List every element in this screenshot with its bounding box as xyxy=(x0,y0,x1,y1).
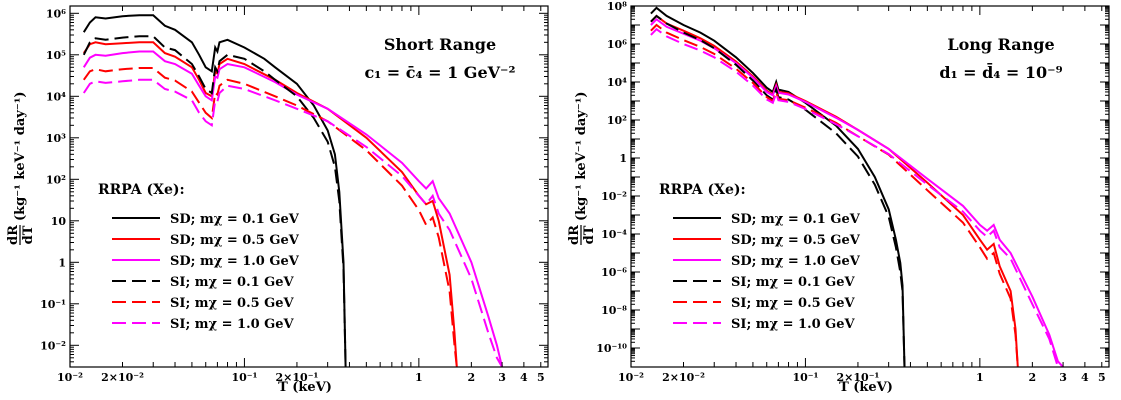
legend-entry: SD; mχ = 0.5 GeV xyxy=(170,233,300,248)
legend-entry: SI; mχ = 1.0 GeV xyxy=(170,317,295,332)
y-tick-label: 10⁻⁸ xyxy=(601,304,627,317)
legend-entry: SD; mχ = 0.1 GeV xyxy=(731,212,861,227)
x-tick-label: 10⁻² xyxy=(57,371,83,384)
annotation-regime: Long Range xyxy=(947,35,1054,54)
x-tick-label: 10⁻² xyxy=(618,371,644,384)
x-tick-label: 5 xyxy=(537,371,545,384)
chart-svg: 10⁻² 2×10⁻² 10⁻¹ 2×10⁻¹ 1 2 3 4 5 10⁻¹⁰ 10⁻⁸ 10⁻⁶ 10… xyxy=(567,0,1110,395)
svg-text:dR: dR xyxy=(6,225,21,245)
annotation-coupling: c₁ = c̄₄ = 1 GeV⁻² xyxy=(364,63,515,82)
plot-frame xyxy=(69,5,549,368)
legend: RRPA (Xe): SD; mχ = 0.1 GeV SD; mχ = 0.5 G… xyxy=(659,182,861,332)
series-line-4 xyxy=(82,35,347,367)
legend-title: RRPA (Xe): xyxy=(98,182,185,198)
y-tick-label: 10⁸ xyxy=(607,0,627,13)
series-line-6 xyxy=(650,27,1064,367)
y-tick-label: 10⁻² xyxy=(40,339,66,352)
svg-text:dT: dT xyxy=(582,225,597,244)
legend-entry: SD; mχ = 0.1 GeV xyxy=(170,212,300,227)
x-axis-title: T (keV) xyxy=(839,380,893,395)
series-line-3 xyxy=(82,50,504,367)
x-tick-label: 4 xyxy=(520,371,528,384)
x-tick-label: 2×10⁻² xyxy=(101,371,144,384)
y-tick-label: 10⁻¹ xyxy=(40,298,66,311)
y-tick-label: 10 xyxy=(51,215,67,228)
x-axis-title: T (keV) xyxy=(278,380,332,395)
series-line-4 xyxy=(650,14,906,367)
y-tick-label: 10⁴ xyxy=(46,90,66,103)
x-tick-label: 3 xyxy=(1059,371,1067,384)
y-tick-label: 10² xyxy=(607,114,627,127)
y-tick-label: 10² xyxy=(46,173,66,186)
svg-text:dR: dR xyxy=(567,225,582,245)
y-tick-label: 10³ xyxy=(46,132,66,145)
y-tick-label: 10⁻² xyxy=(601,190,627,203)
legend-entry: SD; mχ = 0.5 GeV xyxy=(731,233,861,248)
legend-entry: SD; mχ = 1.0 GeV xyxy=(170,254,300,269)
y-tick-label: 1 xyxy=(619,152,627,165)
svg-text:(kg⁻¹ keV⁻¹ day⁻¹): (kg⁻¹ keV⁻¹ day⁻¹) xyxy=(574,91,589,221)
y-tick-label: 10⁻⁶ xyxy=(601,266,627,279)
series-line-2 xyxy=(82,41,458,367)
x-tick-label: 5 xyxy=(1098,371,1106,384)
x-tick-label: 4 xyxy=(1081,371,1089,384)
legend-entry: SI; mχ = 0.1 GeV xyxy=(170,275,295,290)
series-line-5 xyxy=(82,67,458,367)
chart-panel-long-range: 10⁻² 2×10⁻² 10⁻¹ 2×10⁻¹ 1 2 3 4 5 10⁻¹⁰ 10⁻⁸ 10⁻⁶ 10… xyxy=(561,0,1121,400)
x-tick-label: 2 xyxy=(468,371,476,384)
svg-text:(kg⁻¹ keV⁻¹ day⁻¹): (kg⁻¹ keV⁻¹ day⁻¹) xyxy=(13,91,28,221)
chart-panel-short-range: 10⁻² 2×10⁻² 10⁻¹ 2×10⁻¹ 1 2 3 4 5 10⁻² 10⁻¹ 1 10 10² 1… xyxy=(0,0,560,400)
y-tick-label: 10⁵ xyxy=(46,49,66,62)
y-axis-title: dR dT (kg⁻¹ keV⁻¹ day⁻¹) xyxy=(567,91,597,245)
x-tick-label: 2×10⁻¹ xyxy=(276,371,319,384)
y-tick-label: 10⁻⁴ xyxy=(601,228,627,241)
x-tick-label: 3 xyxy=(498,371,506,384)
series-line-6 xyxy=(82,78,503,367)
legend-entry: SI; mχ = 0.1 GeV xyxy=(731,275,856,290)
legend-title: RRPA (Xe): xyxy=(659,182,746,198)
legend-entry: SI; mχ = 1.0 GeV xyxy=(731,317,856,332)
legend-entry: SI; mχ = 0.5 GeV xyxy=(170,296,295,311)
series-line-1 xyxy=(82,14,347,367)
legend-entry: SI; mχ = 0.5 GeV xyxy=(731,296,856,311)
legend: RRPA (Xe): SD; mχ = 0.1 GeV SD; mχ = 0.5 G… xyxy=(98,182,300,332)
x-tick-label: 1 xyxy=(976,371,984,384)
legend-entry: SD; mχ = 1.0 GeV xyxy=(731,254,861,269)
series-line-5 xyxy=(650,23,1019,367)
y-axis-title: dR dT (kg⁻¹ keV⁻¹ day⁻¹) xyxy=(6,91,36,245)
y-tick-label: 10⁶ xyxy=(607,38,627,51)
annotation-coupling: d₁ = d̄₄ = 10⁻⁹ xyxy=(939,62,1062,82)
y-tick-label: 10⁻¹⁰ xyxy=(596,342,627,355)
x-tick-label: 2 xyxy=(1029,371,1037,384)
x-tick-label: 2×10⁻¹ xyxy=(837,371,880,384)
y-tick-label: 10⁶ xyxy=(46,7,66,20)
annotation-regime: Short Range xyxy=(384,35,496,54)
x-tick-label: 2×10⁻² xyxy=(662,371,705,384)
y-tick-label: 1 xyxy=(58,256,66,269)
x-tick-label: 1 xyxy=(415,371,423,384)
x-tick-label: 10⁻¹ xyxy=(792,371,818,384)
x-tick-label: 10⁻¹ xyxy=(231,371,257,384)
svg-text:dT: dT xyxy=(21,225,36,244)
chart-svg: 10⁻² 2×10⁻² 10⁻¹ 2×10⁻¹ 1 2 3 4 5 10⁻² 10⁻¹ 1 10 10² 1… xyxy=(6,5,549,395)
y-tick-label: 10⁴ xyxy=(607,76,627,89)
